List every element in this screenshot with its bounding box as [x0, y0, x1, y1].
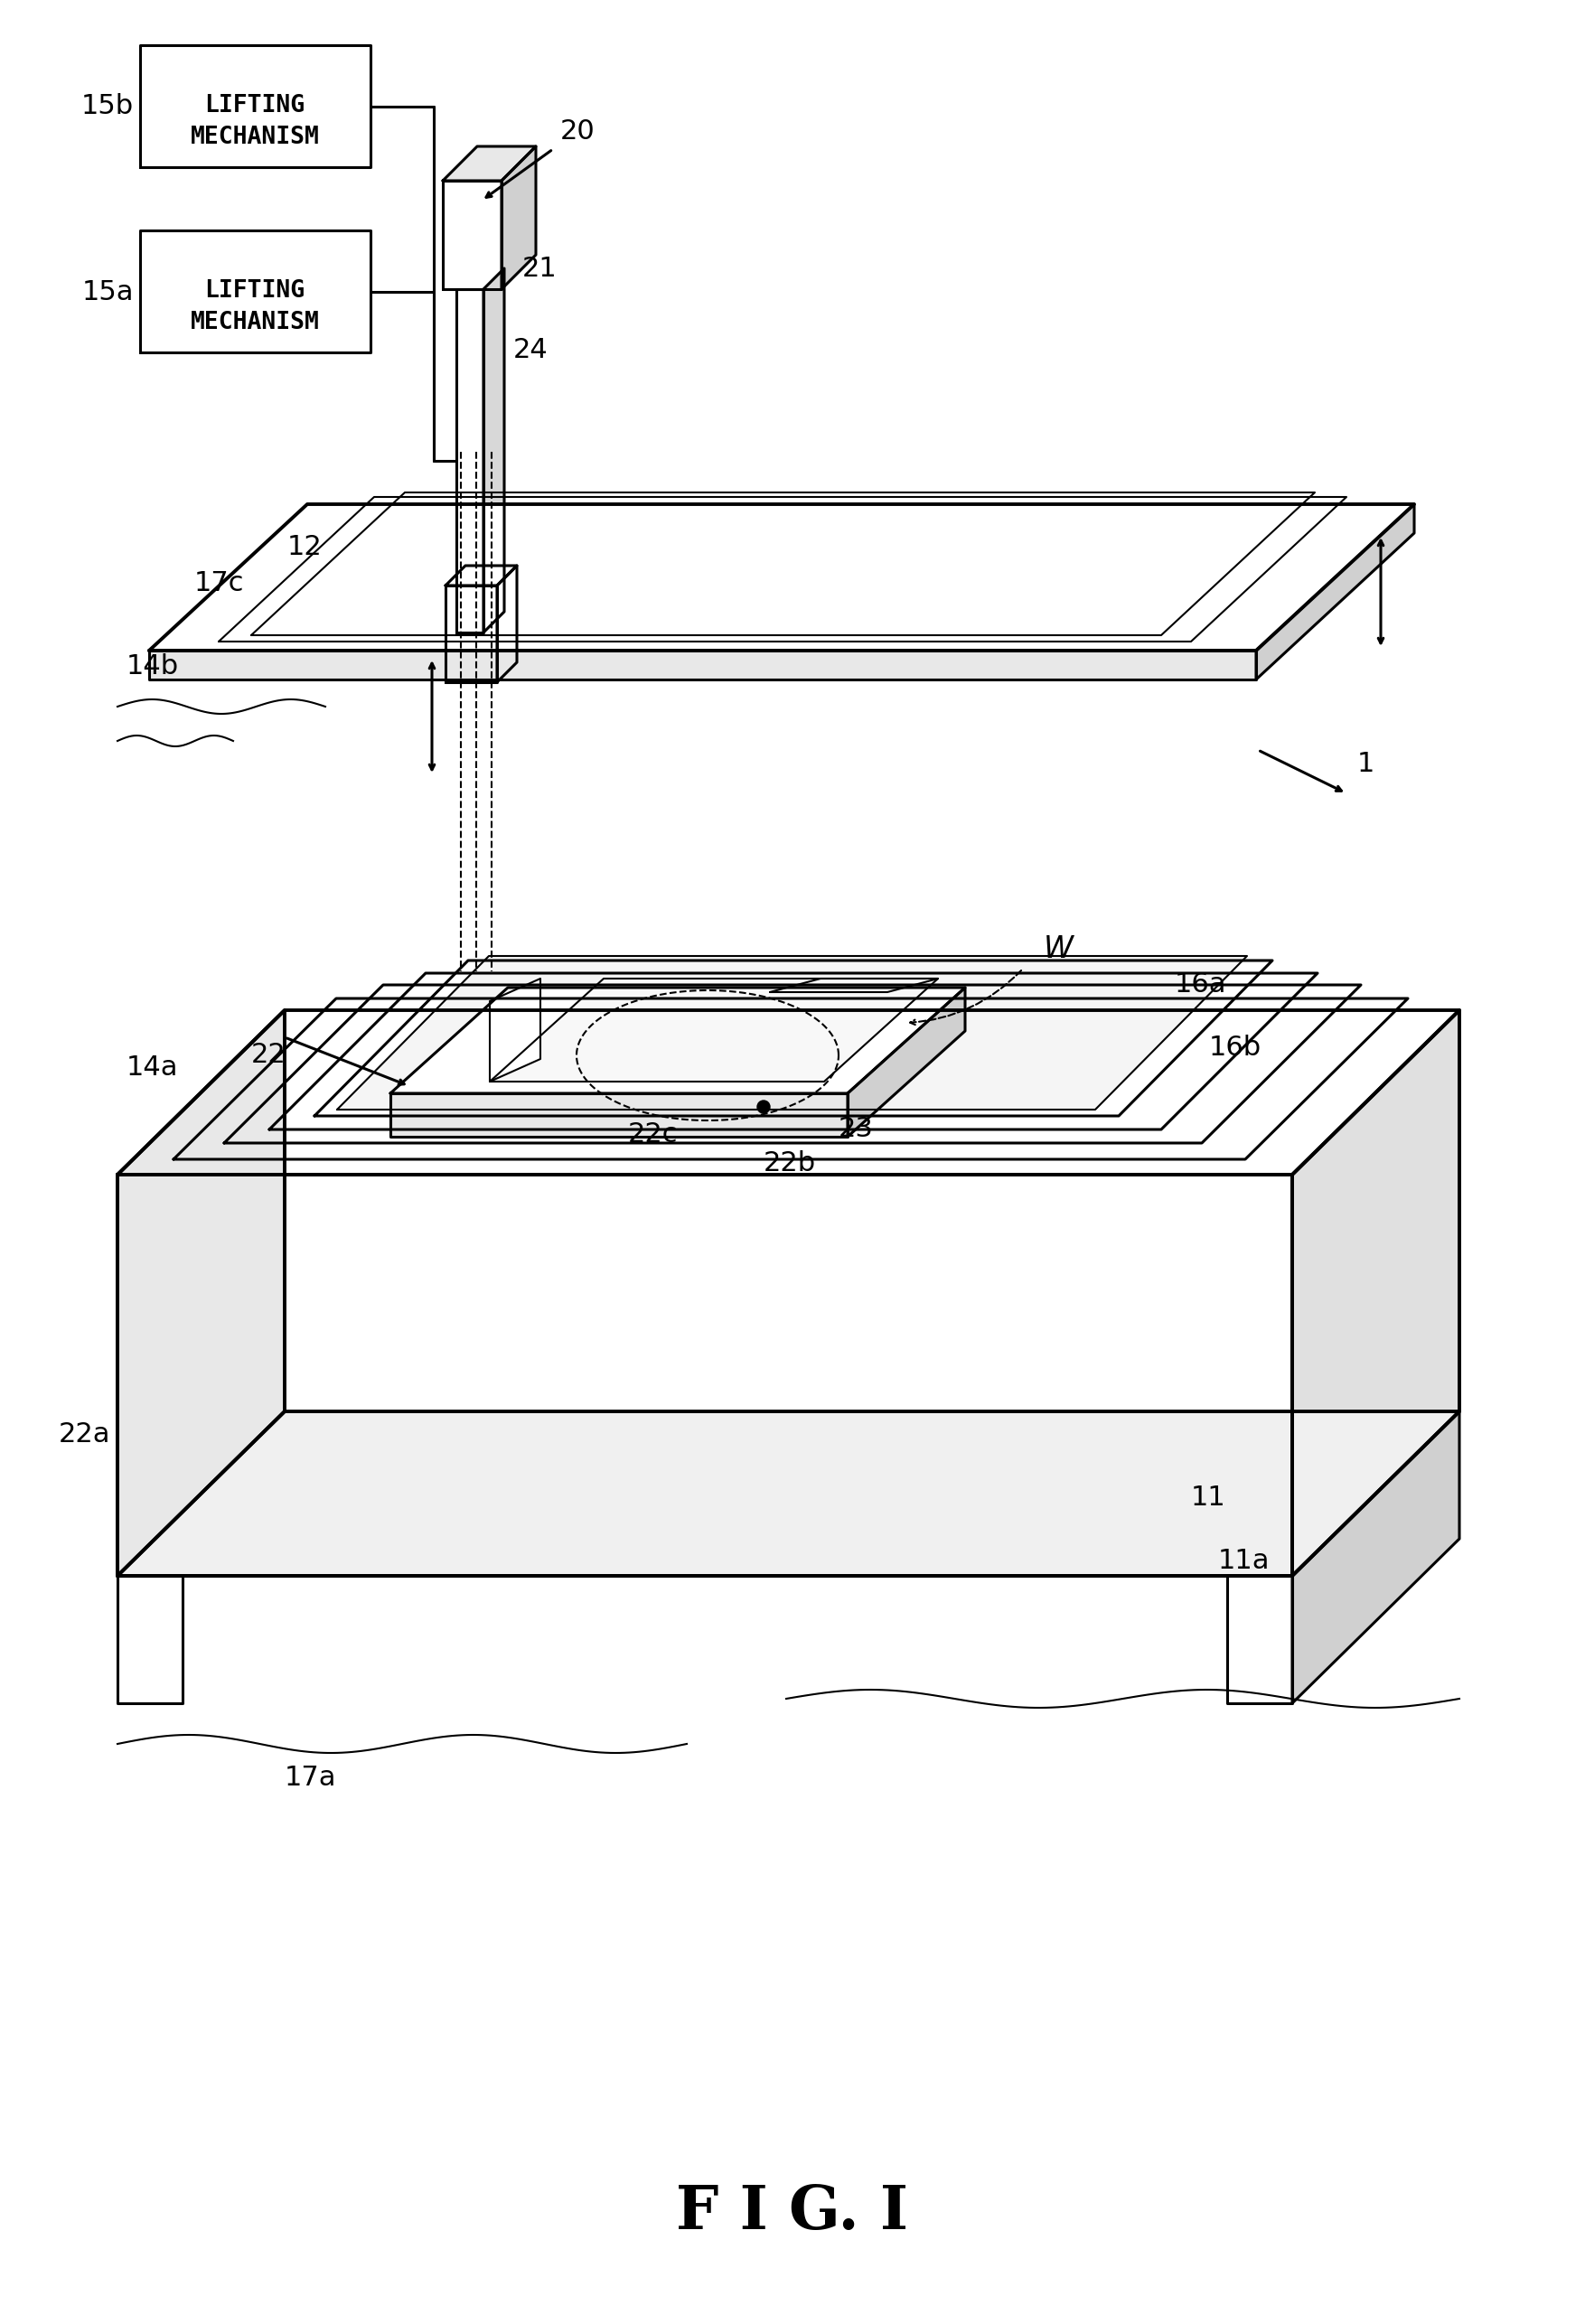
Polygon shape: [498, 565, 517, 683]
Polygon shape: [848, 988, 965, 1136]
Polygon shape: [442, 146, 536, 181]
Polygon shape: [117, 1011, 1460, 1174]
Text: 17a: 17a: [285, 1766, 336, 1792]
Text: LIFTING: LIFTING: [204, 279, 304, 302]
Text: 22a: 22a: [59, 1422, 111, 1448]
Text: 11a: 11a: [1219, 1548, 1270, 1573]
Text: 23: 23: [838, 1116, 873, 1143]
Text: 21: 21: [523, 256, 558, 284]
Text: 16b: 16b: [1209, 1034, 1262, 1062]
Text: 16a: 16a: [1174, 971, 1227, 997]
Polygon shape: [445, 586, 498, 683]
Polygon shape: [1292, 1011, 1460, 1576]
Text: 22c: 22c: [628, 1120, 678, 1148]
Polygon shape: [117, 1411, 1460, 1576]
Text: 14a: 14a: [127, 1055, 179, 1081]
Polygon shape: [490, 978, 540, 1081]
Text: 1: 1: [1357, 751, 1374, 776]
Polygon shape: [117, 1011, 285, 1576]
Text: 12: 12: [287, 535, 322, 560]
Text: MECHANISM: MECHANISM: [190, 125, 320, 149]
Polygon shape: [456, 288, 483, 632]
Text: 14b: 14b: [127, 653, 179, 681]
Text: MECHANISM: MECHANISM: [190, 311, 320, 335]
Polygon shape: [149, 651, 1255, 679]
Polygon shape: [338, 955, 1247, 1109]
Text: 20: 20: [560, 119, 596, 144]
Polygon shape: [1255, 504, 1414, 679]
Polygon shape: [117, 1576, 182, 1703]
Text: 17c: 17c: [195, 569, 244, 595]
Polygon shape: [445, 565, 517, 586]
Text: 24: 24: [514, 337, 548, 363]
Polygon shape: [483, 267, 504, 632]
Polygon shape: [501, 146, 536, 288]
Text: 22b: 22b: [764, 1150, 816, 1176]
Polygon shape: [390, 988, 965, 1092]
Text: 11: 11: [1190, 1485, 1227, 1511]
Polygon shape: [1227, 1576, 1292, 1703]
Text: 22: 22: [250, 1041, 287, 1069]
Polygon shape: [1292, 1411, 1460, 1703]
Polygon shape: [390, 1092, 848, 1136]
Text: LIFTING: LIFTING: [204, 93, 304, 119]
Text: F I G. I: F I G. I: [677, 2182, 908, 2240]
Text: 15b: 15b: [81, 93, 133, 121]
Polygon shape: [149, 504, 1414, 651]
Text: 15a: 15a: [82, 279, 133, 304]
Polygon shape: [117, 1174, 1292, 1576]
Polygon shape: [442, 181, 501, 288]
Text: W: W: [1043, 934, 1073, 964]
Circle shape: [758, 1102, 770, 1113]
Polygon shape: [490, 978, 938, 1081]
